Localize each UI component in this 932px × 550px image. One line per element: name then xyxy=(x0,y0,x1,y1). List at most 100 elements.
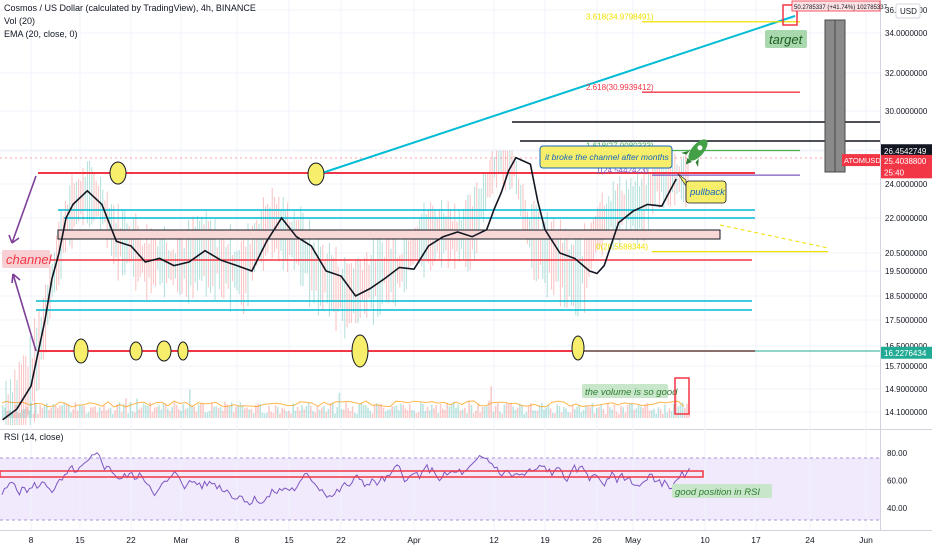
volume-bar xyxy=(426,406,429,418)
volume-bar xyxy=(373,404,376,418)
channel-arrow-down xyxy=(12,273,37,352)
last-price-text: 25.4038800 xyxy=(884,157,927,166)
volume-bar xyxy=(538,405,541,418)
time-axis[interactable]: 8 15 22 Mar 8 15 22 Apr 12 19 26 May 10 17 24 Jun xyxy=(29,535,873,545)
volume-bar xyxy=(380,403,382,418)
volume-bar xyxy=(162,402,165,418)
volume-bar xyxy=(206,412,209,418)
volume-bar xyxy=(519,403,521,418)
volume-bar xyxy=(666,412,668,418)
volume-bar xyxy=(101,410,103,418)
volume-bar xyxy=(120,412,123,418)
symbol-badge-text: ATOMUSD xyxy=(844,156,881,165)
volume-bar xyxy=(488,400,490,418)
volume-bar xyxy=(314,412,316,418)
volume-bar xyxy=(576,406,578,418)
volume-bar xyxy=(72,409,74,418)
rsi-axis[interactable]: 80.00 60.00 40.00 xyxy=(887,449,908,513)
volume-bar xyxy=(281,407,283,418)
volume-label: the volume is so good xyxy=(585,387,678,398)
volume-bar xyxy=(211,402,213,418)
volume-bar xyxy=(415,413,418,418)
time-tick-label: 15 xyxy=(284,535,294,545)
touch-marker-top-2 xyxy=(307,162,325,186)
volume-bar xyxy=(114,410,116,418)
volume-bar xyxy=(98,407,101,418)
volume-bar xyxy=(222,410,224,418)
volume-bar xyxy=(81,405,83,418)
volume-bar xyxy=(202,403,204,418)
volume-bar xyxy=(607,403,609,418)
price-badges: 27.541160926.4542749ATOMUSD25.403880025:… xyxy=(842,144,932,359)
time-tick-label: 8 xyxy=(235,535,240,545)
volume-bar xyxy=(378,404,380,418)
volume-bar xyxy=(35,402,37,418)
volume-bar xyxy=(558,405,561,418)
volume-bar xyxy=(389,409,391,418)
currency-button[interactable] xyxy=(895,3,921,19)
volume-bar xyxy=(307,402,310,418)
volume-bar xyxy=(171,406,173,418)
volume-bar xyxy=(252,413,255,418)
volume-bar xyxy=(475,410,477,418)
price-tick-label: 15.7000000 xyxy=(885,362,928,371)
volume-bar xyxy=(431,404,433,418)
volume-bar xyxy=(479,412,481,418)
level-badge-text: 26.4542749 xyxy=(884,147,927,156)
volume-bar xyxy=(510,402,512,418)
time-tick-label: Apr xyxy=(407,535,420,545)
rsi-note-box xyxy=(672,484,772,498)
volume-bar xyxy=(79,405,81,418)
volume-bar xyxy=(329,403,332,418)
rsi-tick-label: 40.00 xyxy=(887,504,908,513)
volume-bar xyxy=(160,409,162,418)
level-badge xyxy=(881,144,932,157)
touch-marker-bottom-3 xyxy=(156,340,172,362)
volume-bar xyxy=(237,405,239,418)
volume-bar xyxy=(512,406,514,418)
volume-bar xyxy=(653,408,655,418)
volume-bar xyxy=(321,407,323,418)
volume-bar xyxy=(19,412,22,418)
volume-bar xyxy=(167,408,169,418)
time-tick-label: 24 xyxy=(805,535,815,545)
level-badge xyxy=(881,346,932,359)
volume-bar xyxy=(43,404,46,418)
target-label: target xyxy=(769,32,804,47)
volume-bar xyxy=(200,403,202,418)
channel-label-box xyxy=(2,250,50,268)
touch-marker-bottom-2 xyxy=(129,341,143,361)
volume-bar xyxy=(376,403,378,418)
volume-bar xyxy=(37,413,39,418)
volume-bar xyxy=(125,398,127,418)
volume-bar xyxy=(433,408,435,418)
volume-bar xyxy=(178,409,180,418)
volume-bar xyxy=(65,404,68,418)
volume-bar xyxy=(90,407,92,418)
volume-bar xyxy=(250,408,253,418)
volume-bar xyxy=(138,409,140,418)
volume-bar xyxy=(532,410,534,418)
time-tick-label: 15 xyxy=(75,535,85,545)
volume-bar xyxy=(288,410,290,418)
volume-bar xyxy=(684,407,686,418)
volume-bar xyxy=(483,406,486,418)
volume-bar xyxy=(631,402,633,418)
volume-bar xyxy=(604,413,607,418)
volume-bar xyxy=(184,409,187,418)
volume-bar xyxy=(497,403,499,418)
time-tick-label: 10 xyxy=(700,535,710,545)
volume-bar xyxy=(241,404,244,418)
volume-bar xyxy=(420,402,422,418)
level-badge-text: 16.2276434 xyxy=(884,349,927,358)
volume-bar xyxy=(13,413,15,418)
volume-bar xyxy=(587,406,589,418)
volume-bar xyxy=(318,409,321,418)
volume-bar xyxy=(197,404,200,418)
volume-bar xyxy=(334,413,336,418)
volume-bar xyxy=(299,410,301,418)
price-tick-label: 14.1000000 xyxy=(885,408,928,417)
price-tick-label: 14.9000000 xyxy=(885,385,928,394)
price-series xyxy=(5,150,689,425)
